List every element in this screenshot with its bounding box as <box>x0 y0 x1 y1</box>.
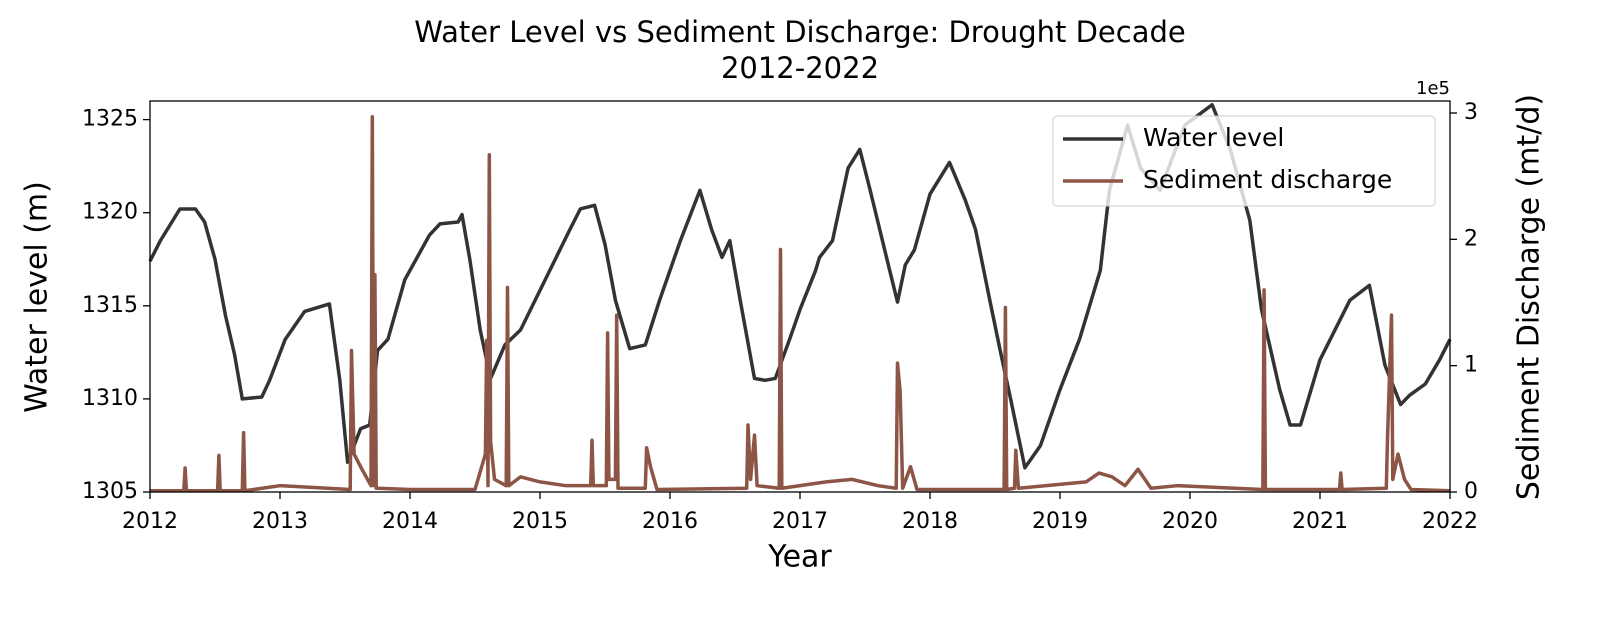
y2-tick-label: 1 <box>1464 353 1478 378</box>
x-tick-label: 2016 <box>642 509 698 534</box>
x-tick-label: 2017 <box>772 509 828 534</box>
x-tick-label: 2013 <box>252 509 308 534</box>
legend-label: Water level <box>1143 123 1284 152</box>
y-tick-label: 1320 <box>82 200 138 225</box>
y-axis-label: Water level (m) <box>20 181 55 413</box>
y2-tick-label: 2 <box>1464 226 1478 251</box>
x-tick-label: 2014 <box>382 509 438 534</box>
y2-offset-label: 1e5 <box>1416 78 1450 99</box>
x-tick-label: 2021 <box>1292 509 1348 534</box>
x-axis-label: Year <box>767 540 832 575</box>
y-tick-label: 1315 <box>82 293 138 318</box>
legend-label: Sediment discharge <box>1143 165 1392 194</box>
y-tick-label: 1305 <box>82 479 138 504</box>
x-tick-label: 2012 <box>122 509 178 534</box>
x-tick-label: 2020 <box>1162 509 1218 534</box>
chart-title: Water Level vs Sediment Discharge: Droug… <box>414 15 1186 85</box>
x-tick-label: 2019 <box>1032 509 1088 534</box>
legend-box <box>1052 115 1436 207</box>
data-line <box>150 115 1451 493</box>
y-tick-label: 1325 <box>82 107 138 132</box>
y2-tick-label: 0 <box>1464 479 1478 504</box>
x-tick-label: 2022 <box>1422 509 1478 534</box>
y-tick-label: 1310 <box>82 386 138 411</box>
x-tick-label: 2015 <box>512 509 568 534</box>
y2-axis-label: Sediment Discharge (mt/d) <box>1512 94 1547 500</box>
y2-tick-label: 3 <box>1464 100 1478 125</box>
x-tick-label: 2018 <box>902 509 958 534</box>
